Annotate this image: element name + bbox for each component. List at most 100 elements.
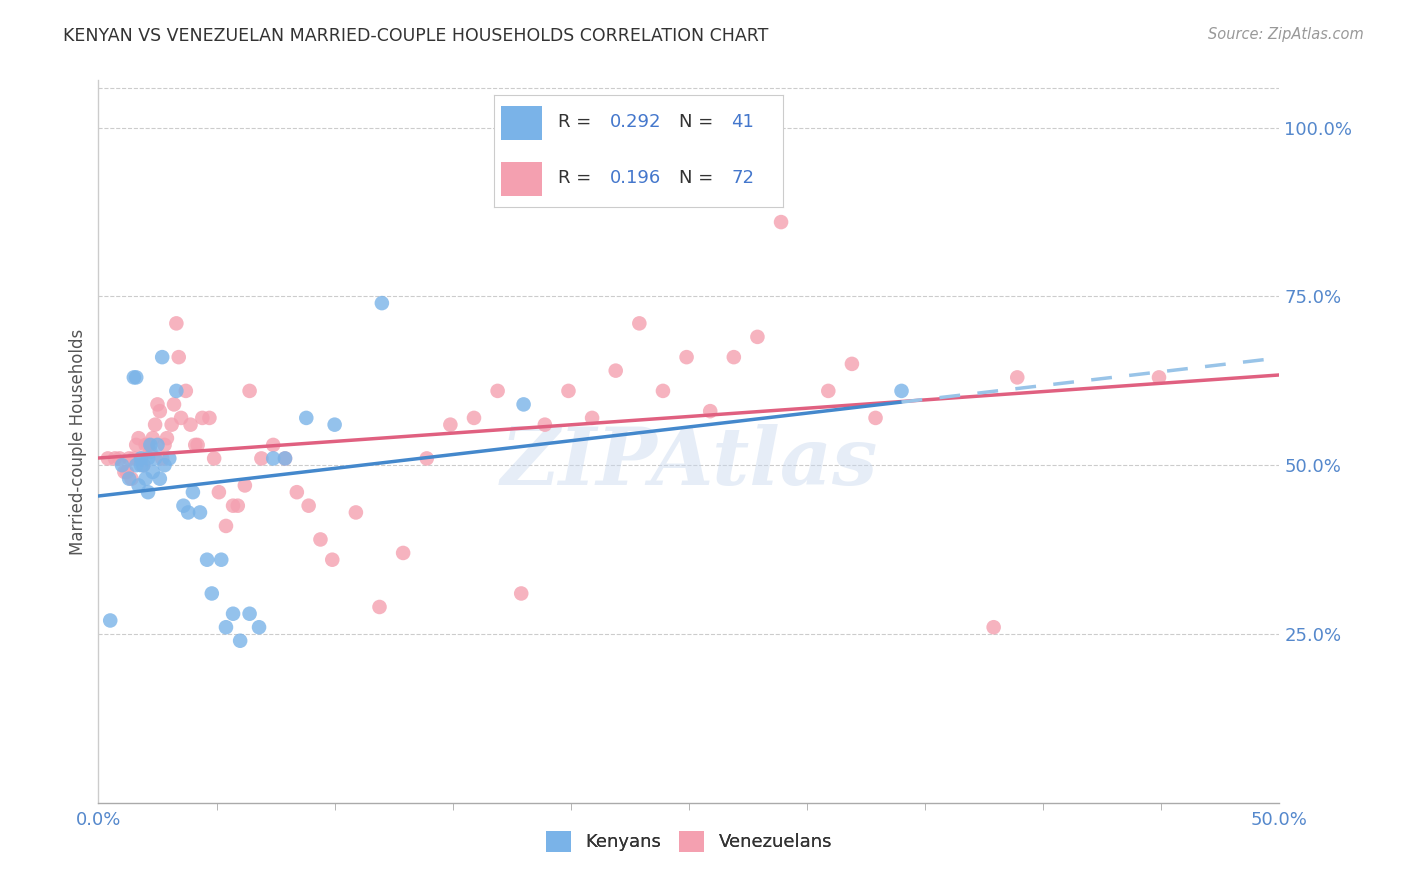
Point	[191, 411, 214, 425]
Point	[1147, 370, 1170, 384]
Point	[274, 451, 297, 466]
Point	[136, 438, 159, 452]
Point	[557, 384, 579, 398]
Point	[463, 411, 485, 425]
Point	[652, 384, 675, 398]
Point	[104, 451, 127, 466]
Point	[841, 357, 863, 371]
Y-axis label: Married-couple Households: Married-couple Households	[69, 328, 87, 555]
Point	[128, 431, 150, 445]
Point	[153, 438, 176, 452]
Point	[112, 465, 135, 479]
Legend: Kenyans, Venezuelans: Kenyans, Venezuelans	[538, 823, 839, 859]
Point	[97, 451, 120, 466]
Point	[321, 552, 343, 566]
Text: Source: ZipAtlas.com: Source: ZipAtlas.com	[1208, 27, 1364, 42]
Point	[209, 552, 232, 566]
Point	[262, 438, 284, 452]
Point	[136, 451, 159, 466]
Point	[215, 519, 238, 533]
Point	[368, 599, 391, 614]
Point	[250, 451, 273, 466]
Point	[139, 438, 162, 452]
Point	[135, 472, 157, 486]
Point	[153, 458, 176, 472]
Text: ZIPAtlas: ZIPAtlas	[501, 425, 877, 502]
Point	[139, 444, 162, 458]
Point	[156, 431, 179, 445]
Point	[180, 417, 202, 432]
Point	[512, 397, 534, 411]
Point	[132, 458, 155, 472]
Point	[125, 458, 148, 472]
Point	[285, 485, 308, 500]
Point	[309, 533, 332, 547]
Point	[150, 350, 173, 364]
Point	[172, 499, 194, 513]
Point	[747, 330, 769, 344]
Point	[146, 397, 169, 411]
Point	[165, 384, 187, 398]
Point	[122, 370, 145, 384]
Point	[229, 633, 252, 648]
Point	[142, 465, 165, 479]
Point	[344, 505, 367, 519]
Point	[188, 505, 211, 519]
Point	[262, 451, 284, 466]
Point	[675, 350, 697, 364]
Point	[149, 404, 172, 418]
Point	[98, 614, 121, 628]
Point	[174, 384, 197, 398]
Point	[143, 417, 166, 432]
Point	[181, 485, 204, 500]
Point	[135, 438, 157, 452]
Point	[111, 458, 134, 472]
Point	[581, 411, 603, 425]
Point	[201, 586, 224, 600]
Point	[118, 451, 141, 466]
Point	[392, 546, 415, 560]
Point	[129, 451, 152, 466]
Point	[187, 438, 209, 452]
Point	[699, 404, 721, 418]
Point	[157, 451, 180, 466]
Point	[125, 370, 148, 384]
Point	[121, 472, 143, 486]
Point	[146, 438, 169, 452]
Point	[160, 417, 183, 432]
Point	[323, 417, 346, 432]
Point	[122, 451, 145, 466]
Point	[890, 384, 912, 398]
Point	[226, 499, 249, 513]
Point	[233, 478, 256, 492]
Point	[115, 465, 138, 479]
Point	[534, 417, 557, 432]
Point	[215, 620, 238, 634]
Point	[129, 458, 152, 472]
Point	[143, 451, 166, 466]
Point	[177, 505, 200, 519]
Point	[195, 552, 218, 566]
Point	[239, 384, 262, 398]
Point	[202, 451, 225, 466]
Point	[510, 586, 533, 600]
Text: KENYAN VS VENEZUELAN MARRIED-COUPLE HOUSEHOLDS CORRELATION CHART: KENYAN VS VENEZUELAN MARRIED-COUPLE HOUS…	[63, 27, 769, 45]
Point	[486, 384, 509, 398]
Point	[817, 384, 839, 398]
Point	[628, 317, 651, 331]
Point	[128, 478, 150, 492]
Point	[983, 620, 1005, 634]
Point	[222, 499, 245, 513]
Point	[208, 485, 231, 500]
Point	[165, 317, 187, 331]
Point	[163, 397, 186, 411]
Point	[184, 438, 207, 452]
Point	[150, 451, 173, 466]
Point	[129, 451, 152, 466]
Point	[770, 215, 793, 229]
Point	[149, 472, 172, 486]
Point	[198, 411, 221, 425]
Point	[865, 411, 887, 425]
Point	[247, 620, 270, 634]
Point	[125, 438, 148, 452]
